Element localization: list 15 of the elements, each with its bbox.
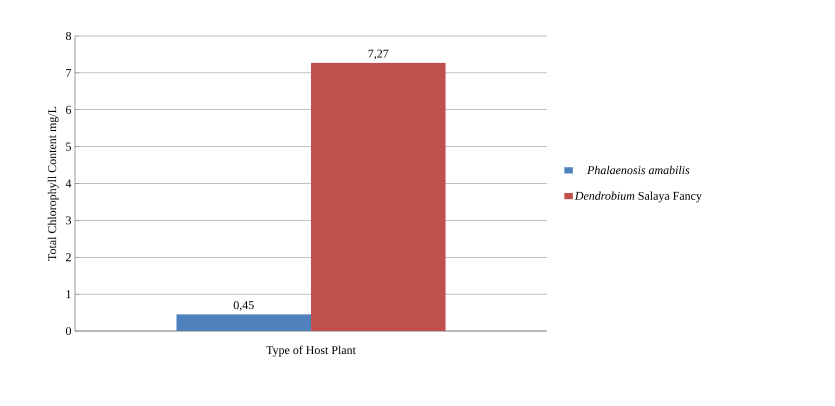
y-tick-label: 3 [66,216,72,224]
y-tick-label: 8 [66,32,72,40]
y-tick-label: 0 [66,326,72,336]
x-axis-title: Type of Host Plant [266,346,356,357]
data-label: 7,27 [368,50,388,60]
legend-label: Phalaenosis amabilis [587,166,690,174]
y-tick-label: 6 [66,106,72,114]
y-tick-label: 1 [66,290,71,298]
y-tick-label: 4 [66,180,72,188]
y-tick-label: 7 [66,68,72,77]
y-axis-title: Total Chlorophyll Content mg/L [48,106,59,261]
legend-label: Dendrobium Salaya Fancy [574,191,702,202]
data-label: 0,45 [234,301,254,311]
y-tick-label: 2 [66,253,71,262]
y-tick-label: 5 [66,142,72,151]
